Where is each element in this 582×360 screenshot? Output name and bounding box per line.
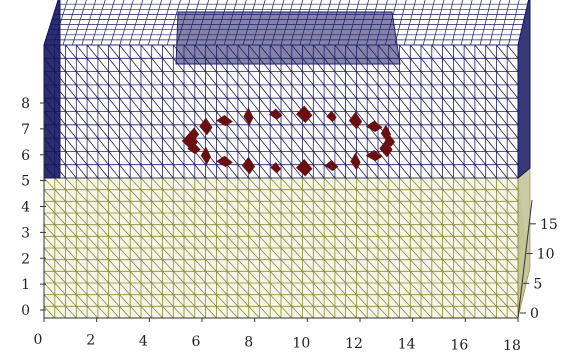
x-tick-label: 8 (244, 335, 253, 351)
ring-element (188, 127, 200, 140)
ring-element (243, 107, 254, 126)
x-tick-label: 4 (139, 333, 148, 349)
ring-element (365, 149, 383, 162)
z-tick-label: 1 (21, 277, 30, 293)
right-side-face (517, 0, 531, 180)
ring-element (216, 114, 233, 127)
lower-side-face (517, 167, 531, 319)
z-tick-label: 5 (21, 174, 30, 190)
x-tick-label: 14 (398, 337, 416, 353)
left-side-face (43, 0, 61, 179)
x-tick-label: 12 (345, 336, 363, 352)
ring-element (296, 105, 313, 123)
z-tick-label: 2 (21, 251, 30, 267)
ring-element (296, 158, 313, 177)
lower-layer-mesh (43, 167, 531, 319)
x-tick-label: 10 (292, 335, 310, 351)
z-tick-label: 6 (21, 148, 30, 164)
x-tick-label: 18 (503, 338, 521, 354)
y-tick-label: 15 (540, 217, 558, 233)
ring-element (326, 110, 337, 123)
ring-element (199, 117, 213, 136)
ring-element (241, 156, 256, 175)
ring-element (268, 108, 283, 120)
z-tick-label: 7 (21, 122, 30, 138)
x-tick-label: 6 (192, 334, 201, 350)
z-tick-label: 4 (21, 200, 30, 216)
ring-element (350, 152, 361, 171)
ring-element (200, 146, 211, 165)
x-tick-label: 16 (450, 337, 468, 353)
y-tick-label: 0 (530, 306, 539, 322)
ring-inclusion (181, 105, 396, 177)
z-tick-label: 8 (21, 96, 30, 112)
upper-mesh-lines (43, 44, 519, 179)
ring-element (324, 159, 339, 172)
y-tick-label: 10 (537, 247, 555, 263)
ring-element (348, 111, 363, 130)
y-axis-line (517, 199, 533, 319)
x-tick-label: 0 (34, 332, 43, 348)
ring-element (181, 132, 199, 150)
ring-element (365, 120, 383, 132)
upper-layer-mesh (43, 0, 531, 180)
ring-element (379, 139, 393, 158)
y-tick-label: 5 (533, 276, 542, 292)
z-tick-label: 0 (21, 303, 30, 319)
ring-element (380, 124, 392, 143)
ring-element (270, 161, 281, 174)
dense-top-patch (175, 11, 401, 65)
x-tick-label: 2 (86, 333, 95, 349)
z-tick-label: 3 (21, 225, 30, 241)
ring-element (216, 155, 233, 167)
